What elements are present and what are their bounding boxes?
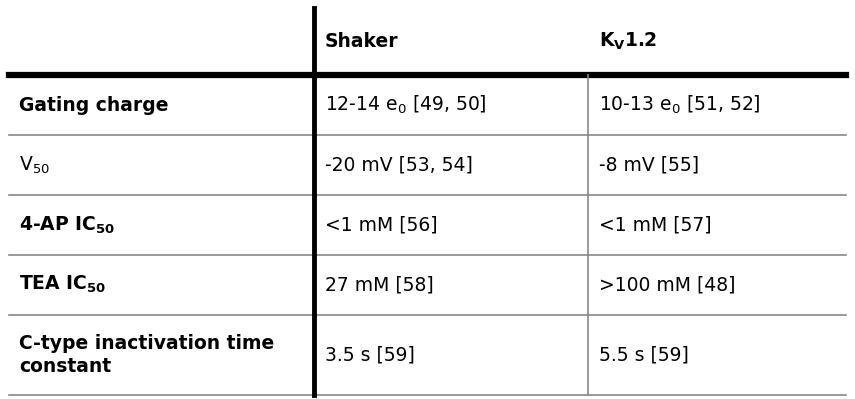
Text: V$_\mathregular{50}$: V$_\mathregular{50}$: [19, 154, 50, 176]
Text: 12-14 e$_\mathregular{0}$ [49, 50]: 12-14 e$_\mathregular{0}$ [49, 50]: [325, 94, 486, 117]
Text: TEA IC$_\mathregular{50}$: TEA IC$_\mathregular{50}$: [19, 274, 106, 295]
Text: -8 mV [55]: -8 mV [55]: [598, 156, 699, 174]
Text: >100 mM [48]: >100 mM [48]: [598, 275, 735, 294]
Text: 3.5 s [59]: 3.5 s [59]: [325, 346, 415, 364]
Text: 5.5 s [59]: 5.5 s [59]: [598, 346, 688, 364]
Text: 4-AP IC$_\mathregular{50}$: 4-AP IC$_\mathregular{50}$: [19, 214, 115, 235]
Text: K$_\mathregular{V}$1.2: K$_\mathregular{V}$1.2: [598, 31, 657, 52]
Text: <1 mM [57]: <1 mM [57]: [598, 215, 711, 235]
Text: Shaker: Shaker: [325, 32, 398, 51]
Text: 10-13 e$_\mathregular{0}$ [51, 52]: 10-13 e$_\mathregular{0}$ [51, 52]: [598, 94, 760, 117]
Text: <1 mM [56]: <1 mM [56]: [325, 215, 437, 235]
Text: -20 mV [53, 54]: -20 mV [53, 54]: [325, 156, 473, 174]
Text: C-type inactivation time
constant: C-type inactivation time constant: [19, 334, 274, 376]
Text: Gating charge: Gating charge: [19, 96, 168, 115]
Text: 27 mM [58]: 27 mM [58]: [325, 275, 433, 294]
